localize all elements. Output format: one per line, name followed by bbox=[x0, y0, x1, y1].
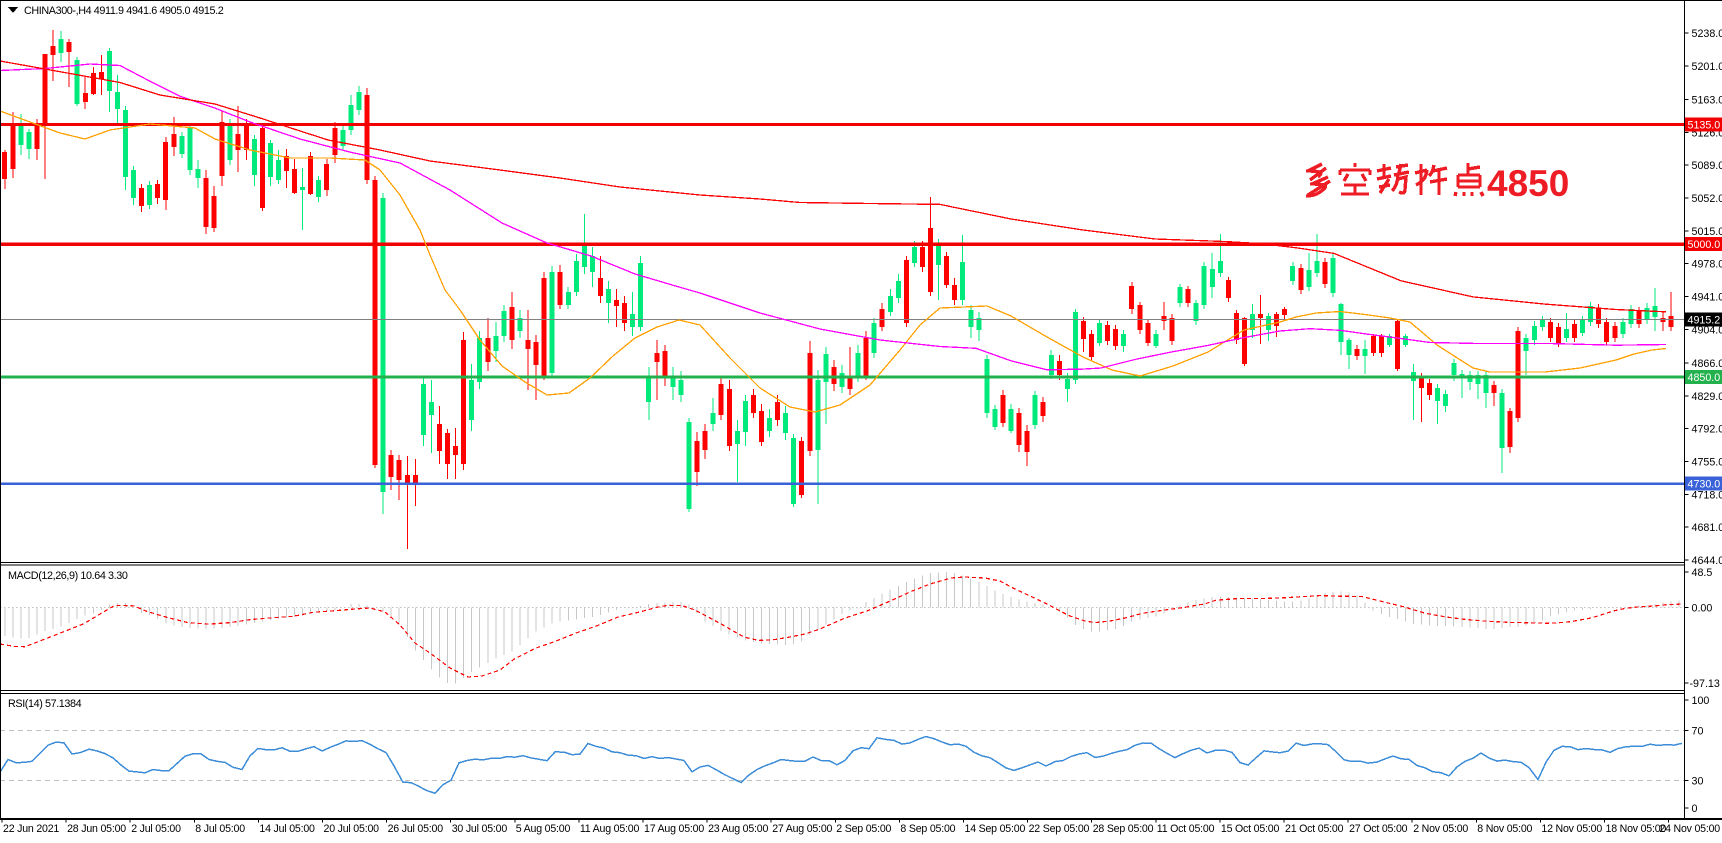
svg-text:4941.0: 4941.0 bbox=[1692, 292, 1722, 304]
svg-text:5201.0: 5201.0 bbox=[1692, 61, 1722, 73]
svg-text:18 Nov 05:00: 18 Nov 05:00 bbox=[1606, 823, 1667, 835]
svg-text:4915.2: 4915.2 bbox=[1688, 314, 1721, 326]
svg-text:17 Aug 05:00: 17 Aug 05:00 bbox=[644, 823, 704, 835]
svg-text:5015.0: 5015.0 bbox=[1692, 226, 1722, 238]
svg-text:0: 0 bbox=[1692, 803, 1698, 815]
svg-text:4644.0: 4644.0 bbox=[1692, 555, 1722, 567]
svg-text:24 Nov 05:00: 24 Nov 05:00 bbox=[1659, 823, 1720, 835]
svg-text:22 Sep 05:00: 22 Sep 05:00 bbox=[1029, 823, 1090, 835]
svg-text:8 Sep 05:00: 8 Sep 05:00 bbox=[900, 823, 955, 835]
svg-text:21 Oct 05:00: 21 Oct 05:00 bbox=[1285, 823, 1344, 835]
svg-text:22 Jun 2021: 22 Jun 2021 bbox=[3, 823, 59, 835]
svg-text:RSI(14) 57.1384: RSI(14) 57.1384 bbox=[8, 698, 82, 710]
svg-text:5163.0: 5163.0 bbox=[1692, 95, 1722, 107]
svg-text:2 Nov 05:00: 2 Nov 05:00 bbox=[1413, 823, 1468, 835]
svg-text:5089.0: 5089.0 bbox=[1692, 160, 1722, 172]
svg-text:0.00: 0.00 bbox=[1692, 603, 1713, 615]
svg-text:5135.0: 5135.0 bbox=[1688, 119, 1721, 131]
svg-text:20 Jul 05:00: 20 Jul 05:00 bbox=[324, 823, 380, 835]
svg-text:CHINA300-,H4 4911.9 4941.6 49: CHINA300-,H4 4911.9 4941.6 4905.0 4915.2 bbox=[24, 5, 224, 17]
svg-text:4866.0: 4866.0 bbox=[1692, 358, 1722, 370]
svg-text:4978.0: 4978.0 bbox=[1692, 259, 1722, 271]
svg-text:8 Nov 05:00: 8 Nov 05:00 bbox=[1477, 823, 1532, 835]
svg-text:2 Sep 05:00: 2 Sep 05:00 bbox=[836, 823, 891, 835]
svg-text:26 Jul 05:00: 26 Jul 05:00 bbox=[388, 823, 444, 835]
svg-text:4681.0: 4681.0 bbox=[1692, 522, 1722, 534]
svg-text:28 Jun 05:00: 28 Jun 05:00 bbox=[67, 823, 126, 835]
svg-text:5052.0: 5052.0 bbox=[1692, 193, 1722, 205]
svg-text:27 Aug 05:00: 27 Aug 05:00 bbox=[772, 823, 832, 835]
svg-text:4755.0: 4755.0 bbox=[1692, 457, 1722, 469]
svg-text:12 Nov 05:00: 12 Nov 05:00 bbox=[1541, 823, 1602, 835]
svg-text:11 Aug 05:00: 11 Aug 05:00 bbox=[580, 823, 640, 835]
svg-text:MACD(12,26,9) 10.64 3.30: MACD(12,26,9) 10.64 3.30 bbox=[8, 570, 128, 582]
svg-text:48.5: 48.5 bbox=[1692, 567, 1713, 579]
svg-text:4718.0: 4718.0 bbox=[1692, 489, 1722, 501]
svg-text:2 Jul 05:00: 2 Jul 05:00 bbox=[131, 823, 181, 835]
svg-text:15 Oct 05:00: 15 Oct 05:00 bbox=[1221, 823, 1280, 835]
svg-text:14 Jul 05:00: 14 Jul 05:00 bbox=[259, 823, 315, 835]
svg-text:28 Sep 05:00: 28 Sep 05:00 bbox=[1093, 823, 1154, 835]
svg-text:14 Sep 05:00: 14 Sep 05:00 bbox=[965, 823, 1026, 835]
svg-text:30: 30 bbox=[1692, 776, 1704, 788]
svg-text:4850: 4850 bbox=[1487, 163, 1569, 204]
svg-text:4850.0: 4850.0 bbox=[1688, 372, 1721, 384]
svg-text:5000.0: 5000.0 bbox=[1688, 239, 1721, 251]
svg-text:70: 70 bbox=[1692, 726, 1704, 738]
svg-text:30 Jul 05:00: 30 Jul 05:00 bbox=[452, 823, 508, 835]
svg-text:4792.0: 4792.0 bbox=[1692, 424, 1722, 436]
svg-text:4829.0: 4829.0 bbox=[1692, 391, 1722, 403]
svg-text:4730.0: 4730.0 bbox=[1688, 479, 1721, 491]
svg-text:27 Oct 05:00: 27 Oct 05:00 bbox=[1349, 823, 1408, 835]
svg-text:5238.0: 5238.0 bbox=[1692, 28, 1722, 40]
svg-text:100: 100 bbox=[1692, 695, 1710, 707]
svg-text:-97.13: -97.13 bbox=[1690, 678, 1720, 690]
svg-text:11 Oct 05:00: 11 Oct 05:00 bbox=[1157, 823, 1215, 835]
svg-text:23 Aug 05:00: 23 Aug 05:00 bbox=[708, 823, 768, 835]
svg-text:5 Aug 05:00: 5 Aug 05:00 bbox=[516, 823, 571, 835]
svg-text:8 Jul 05:00: 8 Jul 05:00 bbox=[195, 823, 245, 835]
